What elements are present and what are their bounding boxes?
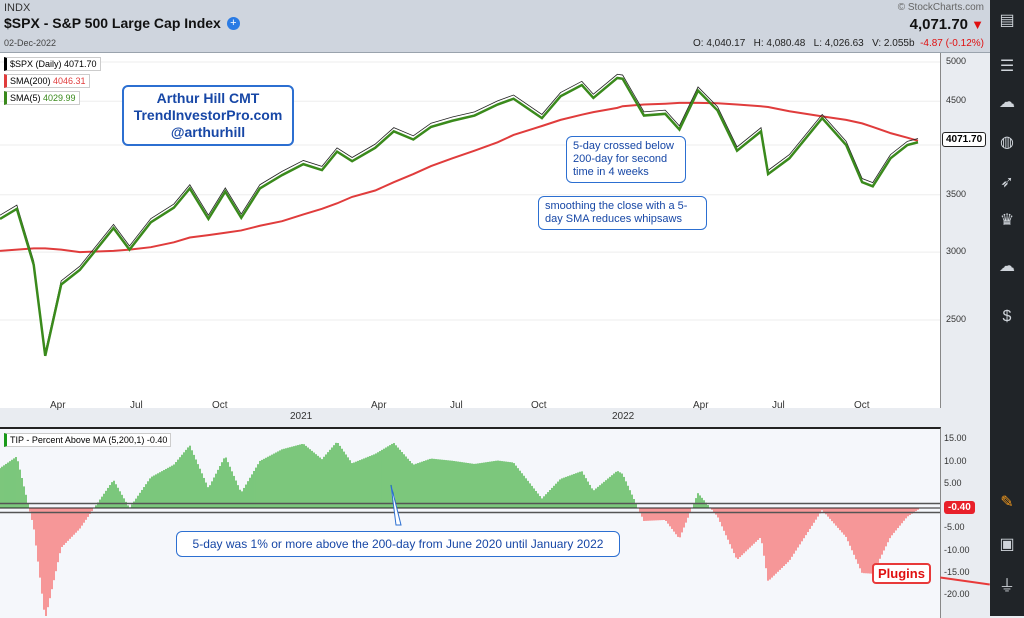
x-tick-label: Jul xyxy=(130,400,143,411)
globe-icon[interactable]: ◍ xyxy=(1000,134,1014,151)
y-tick-label: 3000 xyxy=(946,246,967,257)
open: O: 4,040.17 xyxy=(693,38,746,49)
sma200-line xyxy=(0,101,919,254)
callout-pointer xyxy=(390,484,402,526)
copyright: © StockCharts.com xyxy=(897,2,984,13)
dollar-doc-icon[interactable]: $ xyxy=(1002,308,1012,325)
tv-icon[interactable]: ▣ xyxy=(999,536,1015,553)
x-tick-label: Jul xyxy=(772,400,785,411)
y-tick-label: 5000 xyxy=(946,56,967,66)
indicator-panel[interactable]: TIP - Percent Above MA (5,200,1) -0.40 5… xyxy=(0,427,941,618)
rocket-icon[interactable]: ➶ xyxy=(1000,174,1014,191)
plug-icon[interactable]: ⏚ xyxy=(998,578,1015,595)
x-tick-label: 2021 xyxy=(290,411,313,422)
chart-date: 02-Dec-2022 xyxy=(4,38,57,48)
x-tick-label: Oct xyxy=(854,400,870,411)
indicator-tick-label: 10.00 xyxy=(944,455,967,466)
x-tick-label: 2022 xyxy=(612,411,635,422)
author-handle: @arthurhill xyxy=(170,124,246,140)
down-arrow-icon: ▼ xyxy=(971,17,984,32)
trophy-icon[interactable]: ♛ xyxy=(999,212,1015,229)
legend-sma200: SMA(200) 4046.31 xyxy=(4,74,90,88)
exchange: INDX xyxy=(4,2,31,14)
cloud-icon[interactable]: ☁ xyxy=(999,258,1015,275)
volume: V: 2.055b xyxy=(872,38,915,49)
sma5-line xyxy=(0,76,919,357)
sma200-value: 4046.31 xyxy=(53,76,86,86)
y-tick-label: 3500 xyxy=(946,188,967,199)
x-tick-label: Jul xyxy=(450,400,463,411)
annotation-smoothing: smoothing the close with a 5-day SMA red… xyxy=(538,196,707,230)
chart-header: INDX $SPX - S&P 500 Large Cap Index + 02… xyxy=(0,0,990,53)
sma200-label: SMA(200) xyxy=(10,76,51,86)
indicator-tick-label: -10.00 xyxy=(944,544,970,555)
right-sidebar: ▤ ☰ ☁ ◍ ➶ ♛ ☁ $ ✎ ▣ ⏚ xyxy=(990,0,1024,616)
plugins-callout: Plugins xyxy=(872,563,931,584)
legend-price: $SPX (Daily) 4071.70 xyxy=(4,57,101,71)
indicator-tick-label: -20.00 xyxy=(944,589,970,599)
indicator-tick-label: -15.00 xyxy=(944,566,970,577)
x-tick-label: Apr xyxy=(693,400,709,411)
price-tag: 4071.70 xyxy=(942,132,987,147)
add-icon[interactable]: + xyxy=(226,16,240,30)
title-row: $SPX - S&P 500 Large Cap Index + xyxy=(4,15,240,31)
legend-indicator: TIP - Percent Above MA (5,200,1) -0.40 xyxy=(4,433,172,447)
y-tick-label: 2500 xyxy=(946,313,967,324)
author-name: Arthur Hill CMT xyxy=(156,90,260,106)
indicator-tick-label: 15.00 xyxy=(944,433,967,444)
x-tick-label: Apr xyxy=(50,400,66,411)
legend-sma5: SMA(5) 4029.99 xyxy=(4,91,80,105)
sma5-label: SMA(5) xyxy=(10,93,41,103)
annotation-cross: 5-day crossed below 200-day for second t… xyxy=(566,136,686,183)
pen-icon[interactable]: ✎ xyxy=(1000,494,1014,511)
symbol-title: $SPX - S&P 500 Large Cap Index xyxy=(4,15,221,31)
indicator-plot xyxy=(0,442,940,616)
last-price: 4,071.70 xyxy=(909,16,968,33)
indicator-tag: -0.40 xyxy=(944,501,975,514)
y-tick-label: 4500 xyxy=(946,95,967,106)
indicator-tick-label: 5.00 xyxy=(944,477,962,488)
callout-arrow xyxy=(940,576,990,586)
chart-list-icon[interactable]: ▤ xyxy=(999,12,1015,29)
x-tick-label: Oct xyxy=(212,400,228,411)
sliders-icon[interactable]: ☰ xyxy=(999,58,1015,75)
price-panel[interactable]: $SPX (Daily) 4071.70 SMA(200) 4046.31 SM… xyxy=(0,53,941,408)
annotation-above: 5-day was 1% or more above the 200-day f… xyxy=(176,531,620,557)
cloud-sync-icon[interactable]: ☁ xyxy=(999,94,1015,111)
high: H: 4,080.48 xyxy=(753,38,806,49)
x-tick-label: Apr xyxy=(371,400,387,411)
author-box: Arthur Hill CMT TrendInvestorPro.com @ar… xyxy=(122,85,294,146)
author-site: TrendInvestorPro.com xyxy=(133,107,283,123)
ohlc-readout: O: 4,040.17 H: 4,080.48 L: 4,026.63 V: 2… xyxy=(693,38,984,49)
x-tick-label: Oct xyxy=(531,400,547,411)
low: L: 4,026.63 xyxy=(813,38,864,49)
change: -4.87 (-0.12%) xyxy=(920,38,984,49)
sma5-value: 4029.99 xyxy=(43,93,76,103)
indicator-tick-label: -5.00 xyxy=(944,522,965,533)
